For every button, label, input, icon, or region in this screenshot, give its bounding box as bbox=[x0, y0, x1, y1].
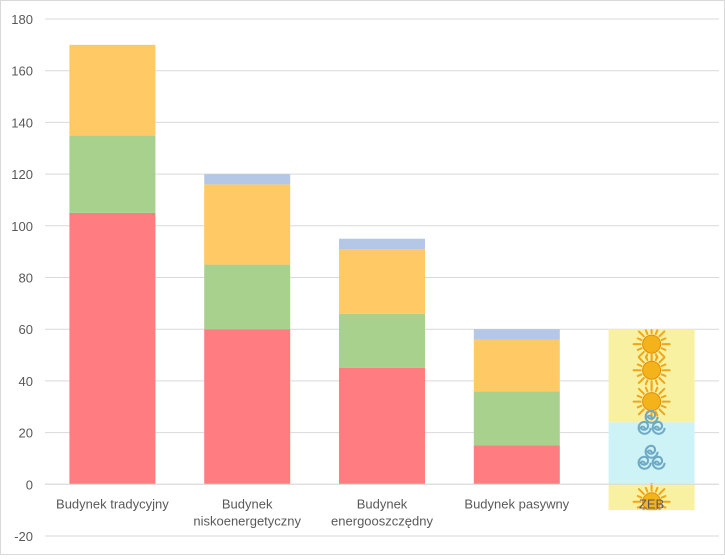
x-tick-label-line: niskoenergetyczny bbox=[193, 513, 301, 528]
bar-segment bbox=[339, 249, 425, 314]
y-tick-label: 60 bbox=[19, 322, 33, 337]
x-tick-label-line: ZEB bbox=[639, 496, 664, 511]
y-tick-label: 120 bbox=[11, 167, 33, 182]
x-tick-label-line: Budynek tradycyjny bbox=[56, 496, 169, 511]
bar-segment bbox=[69, 212, 156, 485]
y-tick-label: -20 bbox=[14, 529, 33, 544]
bar-segment bbox=[473, 391, 560, 446]
x-tick-label-line: Budynek pasywny bbox=[464, 496, 569, 511]
y-tick-label: 140 bbox=[11, 115, 33, 130]
bar-segment bbox=[473, 445, 560, 485]
bar-segment bbox=[204, 264, 291, 330]
bar-segment bbox=[204, 174, 291, 185]
bar-segment bbox=[204, 184, 291, 265]
y-tick-label: 0 bbox=[26, 477, 33, 492]
x-tick-label: Budynek energooszczędny bbox=[331, 496, 433, 528]
bar-segment bbox=[339, 313, 425, 368]
bar-segment bbox=[204, 329, 291, 485]
y-tick-label: 100 bbox=[11, 219, 33, 234]
x-tick-label: Budynek niskoenergetyczny bbox=[193, 496, 301, 528]
bar-segment bbox=[69, 44, 156, 136]
y-tick-label: 180 bbox=[11, 12, 33, 27]
y-tick-label: 20 bbox=[19, 426, 33, 441]
y-tick-label: 80 bbox=[19, 271, 33, 286]
x-tick-label: Budynek pasywny bbox=[464, 496, 569, 511]
bar-segment bbox=[69, 135, 156, 213]
x-tick-label-line: Budynek bbox=[357, 496, 408, 511]
bar-segment bbox=[473, 339, 560, 392]
x-tick-label-line: energooszczędny bbox=[331, 513, 433, 528]
x-tick-label: ZEB bbox=[639, 496, 664, 511]
sun-icon bbox=[632, 382, 671, 421]
bar-segment bbox=[339, 367, 425, 485]
y-tick-label: 160 bbox=[11, 64, 33, 79]
y-tick-label: 40 bbox=[19, 374, 33, 389]
bar-segment bbox=[473, 329, 560, 340]
bar-segment bbox=[339, 238, 425, 250]
x-tick-label: Budynek tradycyjny bbox=[56, 496, 169, 511]
x-tick-label-line: Budynek bbox=[222, 496, 273, 511]
